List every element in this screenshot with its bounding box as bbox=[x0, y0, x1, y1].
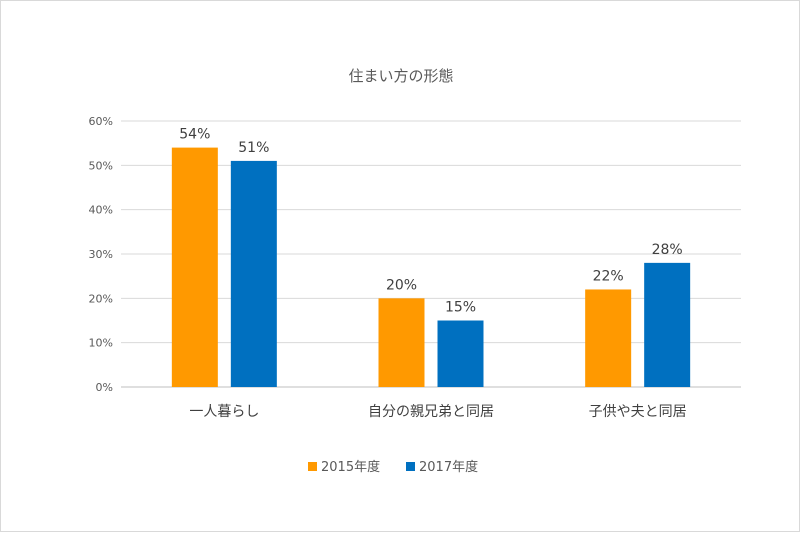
data-label: 51% bbox=[238, 140, 269, 156]
y-tick-label: 20% bbox=[89, 292, 113, 305]
x-tick-label: 子供や夫と同居 bbox=[589, 404, 687, 420]
data-labels: 54% 51% 20% 15% 22% 28% bbox=[179, 127, 682, 316]
x-tick-label: 一人暮らし bbox=[189, 404, 259, 420]
y-axis: 0% 10% 20% 30% 40% 50% 60% bbox=[89, 115, 113, 394]
legend-label: 2015年度 bbox=[321, 459, 380, 475]
y-tick-label: 60% bbox=[89, 115, 113, 128]
bar-series1 bbox=[171, 147, 218, 387]
legend-swatch bbox=[406, 462, 415, 471]
y-tick-label: 40% bbox=[89, 204, 113, 217]
legend: 2015年度 2017年度 bbox=[308, 459, 478, 475]
bar-series1 bbox=[378, 298, 425, 387]
y-tick-label: 10% bbox=[89, 337, 113, 350]
data-label: 54% bbox=[179, 127, 210, 143]
y-tick-label: 0% bbox=[96, 381, 113, 394]
legend-swatch bbox=[308, 462, 317, 471]
bar-series2 bbox=[437, 320, 484, 387]
x-tick-label: 自分の親兄弟と同居 bbox=[368, 404, 494, 420]
chart-title: 住まい方の形態 bbox=[348, 67, 453, 85]
x-axis: 一人暮らし 自分の親兄弟と同居 子供や夫と同居 bbox=[189, 404, 686, 420]
y-tick-label: 30% bbox=[89, 248, 113, 261]
bar-series2 bbox=[230, 160, 277, 387]
data-label: 28% bbox=[652, 242, 683, 258]
gridlines bbox=[121, 120, 741, 388]
y-tick-label: 50% bbox=[89, 159, 113, 172]
legend-label: 2017年度 bbox=[419, 459, 478, 475]
data-label: 22% bbox=[593, 268, 624, 284]
data-label: 20% bbox=[386, 277, 417, 293]
bars bbox=[171, 147, 691, 387]
bar-series2 bbox=[644, 262, 691, 387]
data-label: 15% bbox=[445, 300, 476, 316]
bar-series1 bbox=[585, 289, 632, 387]
